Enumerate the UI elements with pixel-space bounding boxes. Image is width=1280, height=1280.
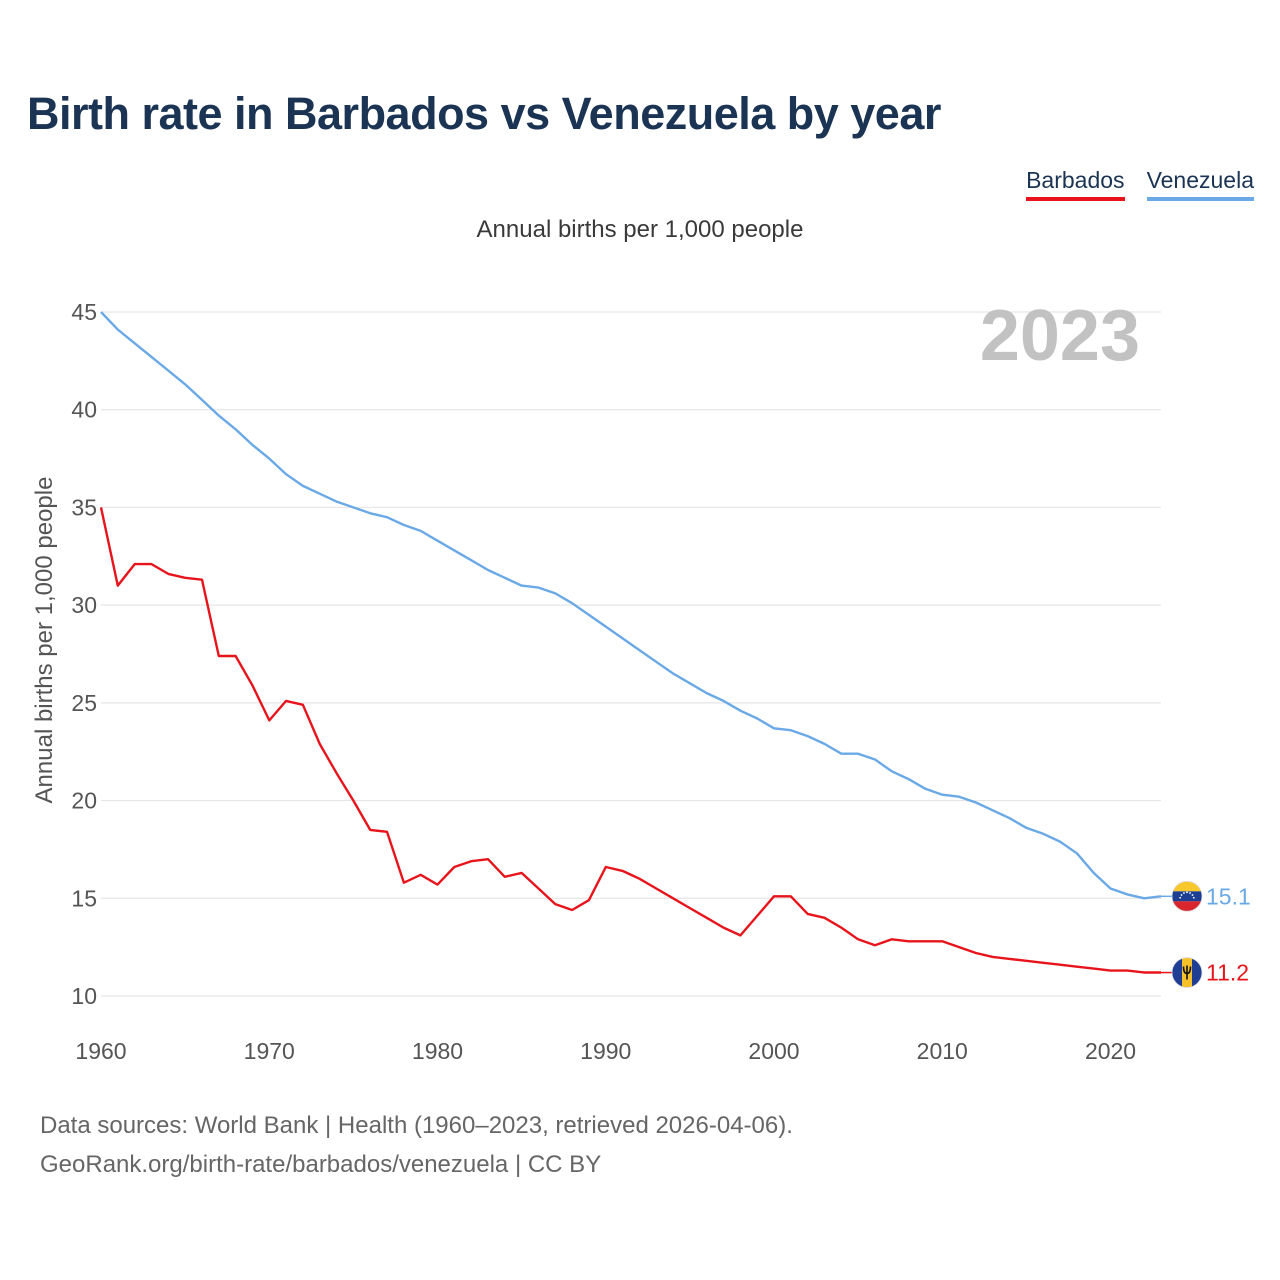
year-watermark: 2023	[980, 296, 1140, 376]
chart-title: Birth rate in Barbados vs Venezuela by y…	[27, 88, 941, 139]
end-markers: 11.2 15.1	[1161, 880, 1251, 988]
y-tick-35: 35	[71, 494, 97, 520]
series-line-barbados	[99, 507, 1161, 974]
y-tick-40: 40	[71, 397, 97, 423]
chart-subtitle: Annual births per 1,000 people	[476, 216, 804, 243]
x-tick-1990: 1990	[580, 1038, 631, 1064]
end-label-barbados: 11.2	[1206, 960, 1249, 986]
legend-item-venezuela[interactable]: Venezuela	[1146, 166, 1254, 201]
x-tick-2020: 2020	[1085, 1038, 1136, 1064]
x-tick-1960: 1960	[75, 1038, 126, 1064]
footer: Data sources: World Bank | Health (1960–…	[40, 1106, 793, 1184]
y-tick-10: 10	[71, 983, 97, 1009]
x-tick-2000: 2000	[748, 1038, 799, 1064]
y-tick-20: 20	[71, 788, 97, 814]
x-tick-1970: 1970	[244, 1038, 295, 1064]
y-tick-25: 25	[71, 690, 97, 716]
y-tick-45: 45	[71, 299, 97, 325]
x-tick-2010: 2010	[917, 1038, 968, 1064]
gridlines	[101, 311, 1161, 997]
flag-icon-venezuela	[1171, 880, 1203, 912]
legend: Barbados Venezuela	[1026, 166, 1254, 201]
footer-sources: Data sources: World Bank | Health (1960–…	[40, 1112, 793, 1139]
y-tick-30: 30	[71, 592, 97, 618]
flag-icon-barbados	[1171, 957, 1203, 988]
series-lines	[99, 311, 1162, 974]
y-tick-labels: 10 15 20 25 30 35 40 45	[71, 299, 97, 1009]
y-tick-15: 15	[71, 885, 97, 911]
footer-url: GeoRank.org/birth-rate/barbados/venezuel…	[40, 1151, 602, 1178]
y-axis-label: Annual births per 1,000 people	[31, 477, 58, 804]
series-line-venezuela	[100, 311, 1162, 900]
x-tick-labels: 1960 1970 1980 1990 2000 2010 2020	[75, 1038, 1136, 1064]
end-label-venezuela: 15.1	[1206, 883, 1251, 909]
x-tick-1980: 1980	[412, 1038, 463, 1064]
legend-item-barbados[interactable]: Barbados	[1026, 166, 1125, 201]
